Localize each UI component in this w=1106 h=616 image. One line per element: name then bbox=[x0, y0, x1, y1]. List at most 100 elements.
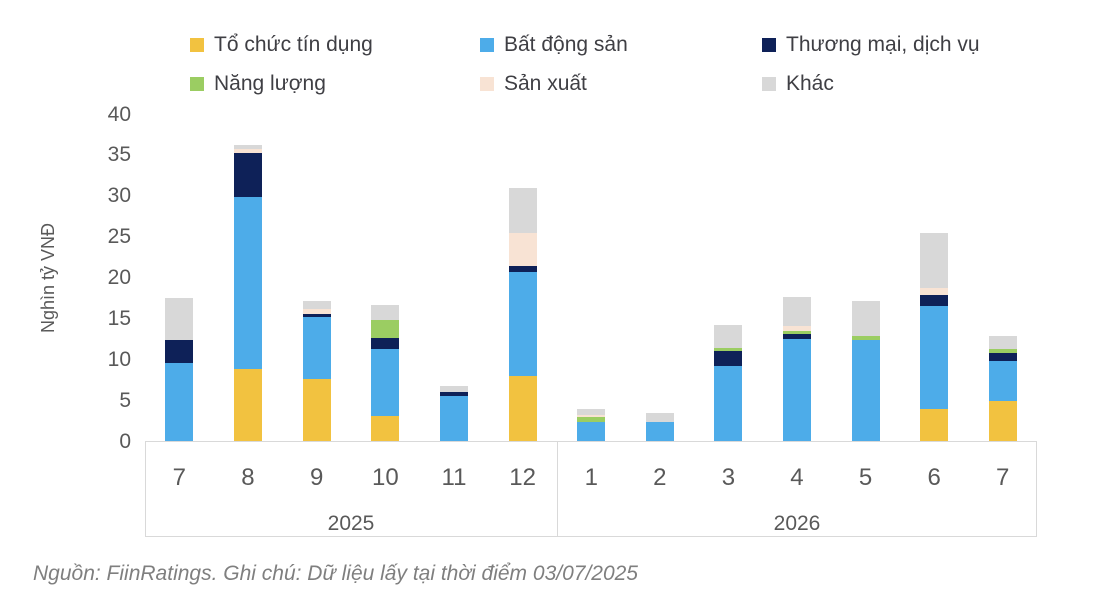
source-note: Nguồn: FiinRatings. Ghi chú: Dữ liệu lấy… bbox=[33, 562, 638, 585]
bar-segment bbox=[920, 409, 949, 441]
bar-segment bbox=[988, 335, 1017, 350]
y-tick-label: 15 bbox=[107, 306, 131, 330]
bar-segment bbox=[851, 336, 880, 340]
x-tick-label: 5 bbox=[858, 464, 873, 491]
y-tick-label: 40 bbox=[107, 102, 131, 126]
bar-segment bbox=[440, 386, 468, 392]
bar-2026-7 bbox=[988, 335, 1017, 441]
bar-segment bbox=[577, 422, 606, 441]
bar-2025-7 bbox=[165, 297, 194, 441]
legend-label: Tổ chức tín dụng bbox=[214, 33, 373, 56]
bar-segment bbox=[920, 288, 949, 295]
x-tick-label: 11 bbox=[441, 464, 467, 491]
bar-segment bbox=[714, 347, 743, 352]
bar-2025-11 bbox=[440, 386, 468, 441]
bar-segment bbox=[714, 324, 743, 348]
bar-segment bbox=[920, 294, 949, 307]
legend-swatch bbox=[190, 38, 204, 52]
bar-segment bbox=[302, 314, 331, 317]
x-tick-label: 9 bbox=[309, 464, 324, 491]
bar-segment bbox=[714, 351, 743, 366]
legend-label: Sản xuất bbox=[504, 72, 587, 95]
x-tick-label: 4 bbox=[790, 464, 804, 491]
bar-segment bbox=[165, 340, 194, 363]
bar-2025-9 bbox=[302, 301, 331, 441]
bar-segment bbox=[234, 149, 262, 154]
bar-segment bbox=[988, 349, 1017, 353]
legend-label: Thương mại, dịch vụ bbox=[786, 33, 980, 56]
y-tick-label: 35 bbox=[107, 143, 131, 167]
legend-swatch bbox=[480, 38, 494, 52]
y-tick-label: 5 bbox=[119, 388, 131, 412]
legend-item: Bất động sản bbox=[480, 31, 628, 59]
bar-segment bbox=[440, 396, 468, 441]
bar-segment bbox=[645, 413, 674, 423]
legend-swatch bbox=[762, 38, 776, 52]
bar-segment bbox=[234, 145, 262, 150]
group-divider bbox=[557, 441, 558, 537]
legend-item: Thương mại, dịch vụ bbox=[762, 31, 980, 59]
bar-segment bbox=[577, 409, 606, 415]
bar-2025-10 bbox=[371, 305, 400, 441]
bar-segment bbox=[234, 196, 262, 370]
bar-segment bbox=[234, 369, 262, 441]
y-tick-label: 30 bbox=[107, 184, 131, 208]
x-tick-label: 7 bbox=[172, 464, 186, 491]
x-tick-label: 7 bbox=[996, 464, 1010, 491]
bar-2026-5 bbox=[851, 301, 880, 441]
bar-segment bbox=[851, 301, 880, 337]
bar-segment bbox=[371, 349, 400, 416]
bar-segment bbox=[371, 338, 400, 350]
x-tick-label: 2 bbox=[653, 464, 667, 491]
x-tick-label: 10 bbox=[371, 464, 399, 491]
y-tick-label: 0 bbox=[119, 429, 131, 453]
bar-segment bbox=[920, 233, 949, 289]
x-tick-label: 6 bbox=[927, 464, 941, 491]
bar-segment bbox=[783, 325, 811, 331]
legend-label: Năng lượng bbox=[214, 72, 326, 95]
x-tick-label: 3 bbox=[721, 464, 736, 491]
bar-2026-6 bbox=[920, 233, 949, 441]
bar-segment bbox=[165, 297, 194, 341]
bar-2026-1 bbox=[577, 409, 606, 441]
bar-segment bbox=[783, 330, 811, 334]
bar-2025-12 bbox=[508, 188, 537, 441]
bar-segment bbox=[988, 352, 1017, 361]
bar-segment bbox=[714, 365, 743, 441]
legend-swatch bbox=[762, 77, 776, 91]
bar-segment bbox=[920, 306, 949, 410]
bar-segment bbox=[508, 271, 537, 376]
category-axis-box bbox=[145, 441, 1037, 537]
x-tick-label: 12 bbox=[509, 464, 536, 491]
y-tick-label: 20 bbox=[107, 266, 131, 289]
legend-swatch bbox=[190, 77, 204, 91]
legend-swatch bbox=[480, 77, 494, 91]
legend-item: Tổ chức tín dụng bbox=[190, 31, 373, 59]
y-tick-label: 25 bbox=[107, 225, 131, 249]
bar-segment bbox=[234, 153, 262, 197]
legend-item: Sản xuất bbox=[480, 70, 587, 98]
legend-label: Bất động sản bbox=[504, 33, 628, 56]
bar-segment bbox=[577, 417, 606, 423]
bar-segment bbox=[783, 338, 811, 441]
bar-2026-3 bbox=[714, 324, 743, 441]
year-label: 2026 bbox=[773, 512, 821, 535]
bar-segment bbox=[440, 391, 468, 397]
bar-segment bbox=[371, 320, 400, 339]
bar-2026-4 bbox=[783, 297, 811, 441]
bar-segment bbox=[783, 333, 811, 339]
bar-segment bbox=[302, 301, 331, 310]
x-tick-label: 8 bbox=[241, 464, 255, 491]
legend-item: Khác bbox=[762, 70, 834, 98]
x-tick-label: 1 bbox=[584, 464, 598, 491]
bar-segment bbox=[645, 422, 674, 441]
bar-segment bbox=[302, 316, 331, 379]
bar-2025-8 bbox=[234, 145, 262, 441]
bar-segment bbox=[988, 400, 1017, 441]
legend-label: Khác bbox=[786, 72, 834, 95]
legend-item: Năng lượng bbox=[190, 70, 326, 98]
year-label: 2025 bbox=[327, 512, 375, 535]
bar-segment bbox=[165, 362, 194, 441]
bar-segment bbox=[577, 414, 606, 418]
bar-segment bbox=[851, 339, 880, 441]
